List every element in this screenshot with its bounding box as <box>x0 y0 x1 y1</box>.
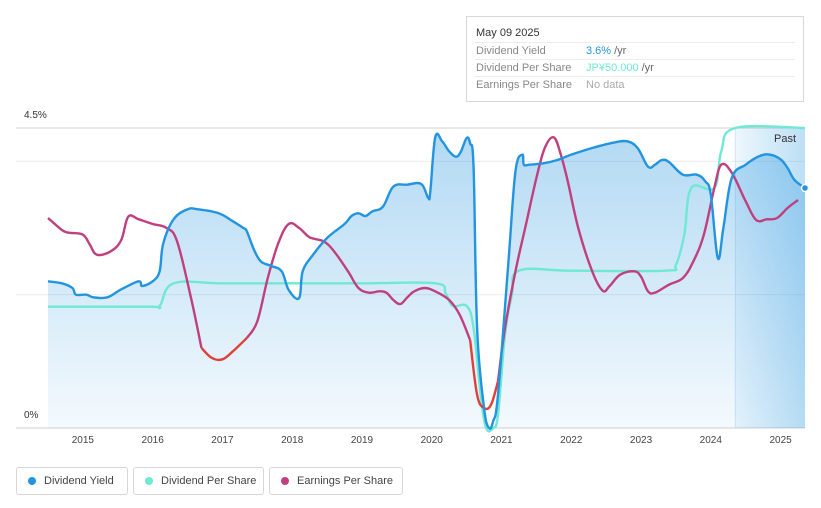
legend-dot-icon <box>28 477 36 485</box>
legend-item-dividend-yield[interactable]: Dividend Yield <box>16 467 128 495</box>
tooltip-row-dividend-per-share: Dividend Per Share JP¥50.000/yr <box>475 59 795 77</box>
x-tick-label: 2023 <box>629 435 653 446</box>
tooltip-label: Earnings Per Share <box>476 79 572 91</box>
tooltip-row-dividend-yield: Dividend Yield 3.6%/yr <box>475 42 795 60</box>
tooltip: May 09 2025 Dividend Yield 3.6%/yr Divid… <box>466 16 804 102</box>
earnings-per-share-line-segment <box>245 221 472 341</box>
x-tick-label: 2022 <box>560 435 583 446</box>
earnings-per-share-line-segment <box>200 337 248 362</box>
tooltip-label: Dividend Per Share <box>476 62 572 74</box>
y-tick-label-bottom: 0% <box>24 410 39 421</box>
legend-label: Earnings Per Share <box>297 475 393 487</box>
dividend-yield-end-marker[interactable] <box>800 183 810 193</box>
past-label: Past <box>774 133 797 145</box>
x-tick-label: 2024 <box>699 435 722 446</box>
legend-dot-icon <box>145 477 153 485</box>
dividend-per-share-line <box>47 124 806 433</box>
x-tick-label: 2020 <box>420 435 443 446</box>
y-tick-label-top: 4.5% <box>24 110 47 121</box>
dividend-yield-line <box>47 132 806 431</box>
legend-label: Dividend Per Share <box>161 475 257 487</box>
earnings-per-share-line-segment <box>47 214 203 349</box>
tooltip-date: May 09 2025 <box>476 27 540 39</box>
legend-dot-icon <box>281 477 289 485</box>
earnings-per-share-line-segment <box>496 135 799 382</box>
legend-label: Dividend Yield <box>44 475 114 487</box>
x-tick-label: 2017 <box>211 435 234 446</box>
legend-item-dividend-per-share[interactable]: Dividend Per Share <box>133 467 264 495</box>
dividend-yield-area <box>48 133 805 429</box>
tooltip-value: JP¥50.000/yr <box>586 62 654 74</box>
x-tick-label: 2016 <box>141 435 164 446</box>
x-tick-label: 2019 <box>350 435 374 446</box>
x-tick-label: 2025 <box>769 435 792 446</box>
tooltip-row-earnings-per-share: Earnings Per Share No data <box>475 76 795 94</box>
x-tick-label: 2021 <box>490 435 513 446</box>
tooltip-label: Dividend Yield <box>476 45 546 57</box>
x-tick-label: 2015 <box>71 435 94 446</box>
tooltip-value: No data <box>586 79 625 91</box>
legend-item-earnings-per-share[interactable]: Earnings Per Share <box>269 467 403 495</box>
tooltip-value: 3.6%/yr <box>586 45 627 57</box>
x-tick-label: 2018 <box>281 435 304 446</box>
